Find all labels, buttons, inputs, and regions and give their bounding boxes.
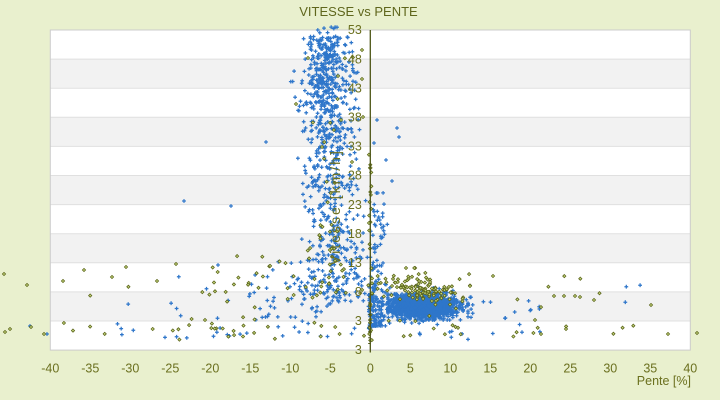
svg-text:-35: -35 [81, 362, 99, 376]
svg-text:3: 3 [355, 343, 362, 357]
svg-text:38: 38 [348, 111, 362, 125]
svg-text:43: 43 [348, 81, 362, 95]
svg-text:48: 48 [348, 52, 362, 66]
svg-text:Pente [%]: Pente [%] [637, 374, 691, 388]
svg-text:25: 25 [563, 362, 577, 376]
svg-text:8: 8 [355, 285, 362, 299]
svg-text:-15: -15 [241, 362, 259, 376]
svg-text:13: 13 [348, 256, 362, 270]
svg-text:-20: -20 [201, 362, 219, 376]
svg-text:35: 35 [643, 362, 657, 376]
svg-text:-5: -5 [325, 362, 336, 376]
svg-text:33: 33 [348, 140, 362, 154]
svg-text:0: 0 [367, 362, 374, 376]
svg-text:VITESSE vs PENTE: VITESSE vs PENTE [299, 4, 418, 19]
svg-text:-40: -40 [41, 362, 59, 376]
svg-text:Vitesse [km/h]: Vitesse [km/h] [327, 149, 343, 265]
svg-text:15: 15 [483, 362, 497, 376]
svg-text:23: 23 [348, 198, 362, 212]
svg-text:18: 18 [348, 227, 362, 241]
svg-text:28: 28 [348, 169, 362, 183]
svg-text:-10: -10 [281, 362, 299, 376]
svg-text:-30: -30 [121, 362, 139, 376]
svg-text:3: 3 [355, 314, 362, 328]
svg-text:-25: -25 [161, 362, 179, 376]
svg-text:20: 20 [523, 362, 537, 376]
svg-text:53: 53 [348, 23, 362, 37]
svg-text:40: 40 [683, 362, 697, 376]
svg-text:30: 30 [603, 362, 617, 376]
svg-text:5: 5 [407, 362, 414, 376]
svg-text:10: 10 [443, 362, 457, 376]
